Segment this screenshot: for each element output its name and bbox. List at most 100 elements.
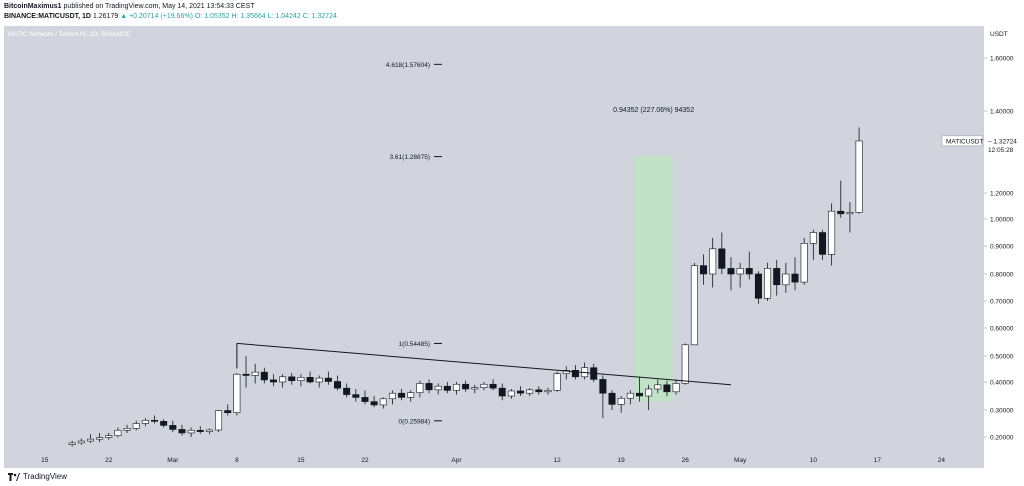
fib-level-label: 0(0.25984) bbox=[399, 418, 430, 425]
candle-down bbox=[608, 392, 616, 405]
x-tick-label: 19 bbox=[618, 457, 626, 464]
candle-down bbox=[398, 392, 406, 398]
candle-up bbox=[452, 383, 460, 391]
y-tick-label: 1.00000 bbox=[990, 217, 1014, 224]
candle-up bbox=[709, 248, 717, 275]
candle-up bbox=[123, 428, 131, 431]
candle-up bbox=[279, 376, 287, 383]
y-tick-label: 0.70000 bbox=[990, 299, 1014, 306]
price-symbol-box bbox=[941, 135, 983, 147]
price-symbol-label: MATICUSDT bbox=[946, 138, 983, 145]
change-text: ▲ +0.20714 (+19.66%) bbox=[120, 13, 193, 20]
candle-up bbox=[434, 385, 442, 391]
candle-up bbox=[782, 273, 790, 286]
candle-up bbox=[407, 392, 415, 398]
candle-up bbox=[809, 232, 817, 244]
candle-up bbox=[187, 429, 195, 434]
candle-up bbox=[617, 397, 625, 405]
y-tick-label: 0.50000 bbox=[990, 354, 1014, 361]
fib-level-label: 1(0.54485) bbox=[399, 341, 430, 348]
candle-up bbox=[141, 419, 149, 424]
measure-label: 0.94352 (227.06%) 94352 bbox=[613, 107, 694, 114]
candle-up bbox=[736, 268, 744, 275]
open-label: 1.26179 bbox=[92, 13, 119, 20]
y-tick-label: 0.90000 bbox=[990, 244, 1014, 251]
candle-down bbox=[306, 377, 314, 383]
header-line-1: BitcoinMaximus1 published on TradingView… bbox=[4, 2, 254, 11]
candle-down bbox=[535, 389, 543, 393]
x-tick-label: May bbox=[734, 457, 747, 464]
candle-down bbox=[754, 273, 762, 299]
candle-down bbox=[269, 379, 277, 383]
candle-down bbox=[324, 377, 332, 382]
published-text: published on TradingView.com, May 14, 20… bbox=[63, 3, 255, 10]
candle-up bbox=[315, 377, 323, 383]
candle-down bbox=[224, 410, 232, 414]
candle-up bbox=[846, 212, 854, 215]
candle-up bbox=[553, 373, 561, 391]
candle-down bbox=[635, 392, 643, 397]
candle-up bbox=[96, 437, 104, 440]
candle-down bbox=[288, 376, 296, 381]
candle-up bbox=[86, 438, 94, 442]
x-axis[interactable] bbox=[4, 452, 984, 468]
candle-down bbox=[242, 373, 250, 376]
tradingview-logo[interactable]: TradingView bbox=[8, 472, 67, 481]
candle-up bbox=[68, 442, 76, 445]
candle-up bbox=[645, 388, 653, 397]
candle-up bbox=[233, 373, 241, 414]
x-tick-label: 22 bbox=[361, 457, 369, 464]
candles-group bbox=[68, 127, 863, 447]
header-line-2: BINANCE:MATICUSDT, 1D 1.26179 ▲ +0.20714… bbox=[4, 12, 337, 21]
ohlc-text: O: 1.05352 H: 1.35664 L: 1.04242 C: 1.32… bbox=[194, 13, 337, 20]
candle-up bbox=[681, 344, 689, 384]
y-axis[interactable] bbox=[984, 26, 1024, 468]
y-tick-label: 1.40000 bbox=[990, 109, 1014, 116]
candle-up bbox=[855, 140, 863, 213]
candle-down bbox=[361, 397, 369, 402]
candle-down bbox=[498, 387, 506, 397]
candle-up bbox=[828, 210, 836, 255]
candle-up bbox=[297, 377, 305, 382]
candle-down bbox=[151, 419, 159, 422]
y-tick-label: 0.40000 bbox=[990, 380, 1014, 387]
x-tick-label: 22 bbox=[105, 457, 113, 464]
tradingview-brand: TradingView bbox=[23, 472, 68, 481]
candle-up bbox=[471, 387, 479, 390]
candle-up bbox=[251, 371, 259, 376]
candle-down bbox=[773, 268, 781, 286]
publisher-name[interactable]: BitcoinMaximus1 bbox=[4, 3, 62, 10]
candle-down bbox=[517, 390, 525, 394]
candle-down bbox=[718, 248, 726, 269]
candle-down bbox=[343, 387, 351, 395]
x-tick-label: 12 bbox=[554, 457, 562, 464]
candle-up bbox=[626, 392, 634, 399]
candle-down bbox=[599, 379, 607, 394]
y-ticks-group: 0.20000 0.30000 0.40000 0.50000 0.60000 0.700… bbox=[984, 56, 1014, 442]
candle-up bbox=[379, 398, 387, 406]
candle-down bbox=[260, 371, 268, 381]
x-tick-label: 15 bbox=[41, 457, 49, 464]
candle-down bbox=[818, 232, 826, 255]
candle-up bbox=[480, 383, 488, 388]
candle-up bbox=[132, 423, 140, 429]
candle-up bbox=[672, 383, 680, 393]
y-tick-label: 0.60000 bbox=[990, 326, 1014, 333]
x-tick-label: 10 bbox=[810, 457, 818, 464]
x-tick-label: Apr bbox=[451, 457, 462, 464]
x-tick-label: Mar bbox=[167, 457, 179, 464]
trendline bbox=[236, 342, 732, 386]
candle-up bbox=[114, 429, 122, 436]
y-tick-label: 1.60000 bbox=[990, 56, 1014, 63]
y-tick-label: 0.80000 bbox=[990, 272, 1014, 279]
overlays-group: 4.618(1.57604) 3.61(1.28875) 1(0.54485) 0(0… bbox=[236, 62, 1017, 425]
candle-up bbox=[205, 429, 213, 432]
measure-highlight-box bbox=[634, 156, 673, 402]
fib-level-label: 4.618(1.57604) bbox=[386, 62, 430, 69]
price-countdown-label: 12:05:28 bbox=[988, 147, 1014, 154]
candle-up bbox=[654, 384, 662, 390]
candle-down bbox=[837, 210, 845, 215]
candle-up bbox=[416, 383, 424, 393]
candle-up bbox=[562, 369, 570, 374]
